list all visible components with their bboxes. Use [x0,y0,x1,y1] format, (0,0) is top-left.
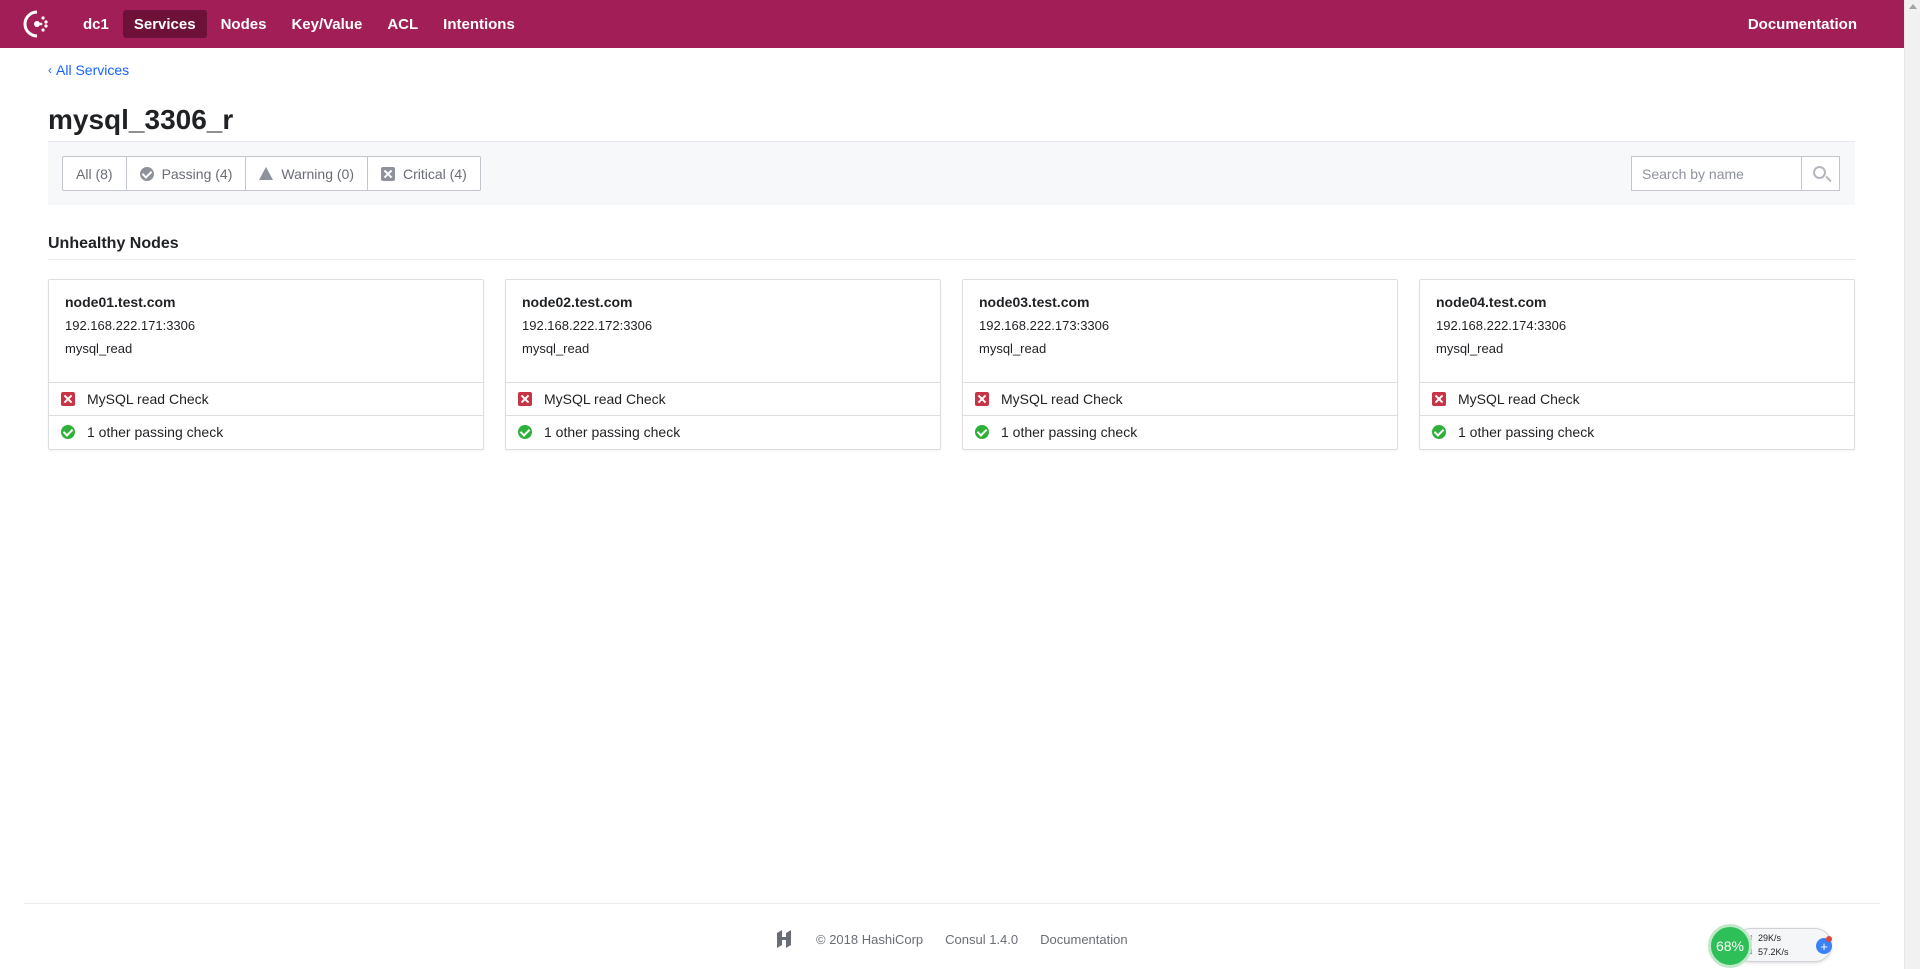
passing-check-row: 1 other passing check [506,415,940,447]
search-icon [1813,166,1826,179]
passing-check-icon [518,424,532,439]
upload-arrow-icon: ↑ [1749,932,1754,942]
filter-critical[interactable]: Critical (4) [368,157,480,190]
nav-nodes[interactable]: Nodes [220,15,267,33]
node-address: 192.168.222.172:3306 [522,318,653,333]
node-name: node01.test.com [65,294,176,310]
unhealthy-nodes-heading: Unhealthy Nodes [48,235,179,252]
node-address: 192.168.222.174:3306 [1436,318,1567,333]
filter-warning[interactable]: Warning (0) [246,157,368,190]
breadcrumb-all-services[interactable]: All Services [56,62,130,78]
node-name: node02.test.com [522,294,633,310]
node-address: 192.168.222.171:3306 [65,318,196,333]
critical-x-icon [381,166,395,181]
node-name: node03.test.com [979,294,1090,310]
critical-check-row: MySQL read Check [49,383,483,415]
top-navigation: dc1 Services Nodes Key/Value ACL Intenti… [0,0,1904,48]
passing-check-icon [975,424,989,439]
memory-usage-indicator[interactable]: 68% [1708,924,1752,968]
search-input[interactable] [1631,156,1801,191]
critical-x-icon [1432,392,1446,406]
footer-version[interactable]: Consul 1.4.0 [945,931,1019,947]
critical-check-label: MySQL read Check [544,391,666,407]
filter-passing-label: Passing (4) [161,165,233,182]
nav-intentions[interactable]: Intentions [443,15,515,33]
critical-x-icon [518,392,532,406]
warning-triangle-icon [259,167,274,180]
page-title: mysql_3306_r [48,104,234,135]
health-filter-group: All (8) Passing (4) Warning (0) Critical… [62,156,481,191]
network-speed-widget[interactable]: 68% ↑ 29K/s ↓ 57.2K/s + [1708,924,1834,968]
scroll-up-arrow-icon[interactable] [1909,4,1917,9]
section-divider [48,259,1855,260]
critical-check-row: MySQL read Check [963,383,1397,415]
node-card-header: node04.test.com 192.168.222.174:3306 mys… [1420,280,1854,383]
notification-dot-icon [1826,936,1832,942]
nav-documentation[interactable]: Documentation [1747,15,1857,33]
passing-check-icon [61,424,75,439]
passing-check-row: 1 other passing check [49,415,483,447]
node-card[interactable]: node01.test.com 192.168.222.171:3306 mys… [48,279,484,450]
node-card[interactable]: node03.test.com 192.168.222.173:3306 mys… [962,279,1398,450]
nav-datacenter[interactable]: dc1 [83,15,109,33]
filter-all[interactable]: All (8) [63,157,127,190]
passing-check-label: 1 other passing check [1001,423,1138,440]
critical-check-row: MySQL read Check [1420,383,1854,415]
passing-check-icon [139,166,154,181]
node-address: 192.168.222.173:3306 [979,318,1110,333]
hashicorp-logo-icon[interactable] [774,929,794,949]
passing-check-row: 1 other passing check [1420,415,1854,447]
critical-x-icon [975,392,989,406]
filter-bar: All (8) Passing (4) Warning (0) Critical… [48,141,1855,205]
add-icon[interactable]: + [1816,938,1832,954]
node-card[interactable]: node04.test.com 192.168.222.174:3306 mys… [1419,279,1855,450]
node-service: mysql_read [1436,341,1504,356]
critical-check-label: MySQL read Check [1001,391,1123,407]
nav-acl[interactable]: ACL [387,15,419,33]
critical-x-icon [61,392,75,406]
node-card-header: node01.test.com 192.168.222.171:3306 mys… [49,280,483,383]
footer-divider [24,903,1880,904]
node-service: mysql_read [65,341,133,356]
chevron-left-icon: ‹ [48,63,52,77]
passing-check-row: 1 other passing check [963,415,1397,447]
footer: © 2018 HashiCorp Consul 1.4.0 Documentat… [774,929,1128,949]
passing-check-label: 1 other passing check [87,423,224,440]
footer-documentation-link[interactable]: Documentation [1040,931,1128,947]
critical-check-label: MySQL read Check [1458,391,1580,407]
nav-services[interactable]: Services [122,10,207,38]
search-icon-handle [1825,175,1832,183]
search-button[interactable] [1801,156,1840,191]
filter-passing[interactable]: Passing (4) [127,157,247,190]
filter-warning-label: Warning (0) [281,165,354,182]
download-arrow-icon: ↓ [1749,946,1754,956]
filter-critical-label: Critical (4) [403,165,467,182]
passing-check-label: 1 other passing check [544,423,681,440]
upload-rate: 29K/s [1758,933,1782,943]
search-box [1631,156,1840,191]
critical-check-label: MySQL read Check [87,391,209,407]
passing-check-label: 1 other passing check [1458,423,1595,440]
node-card-header: node03.test.com 192.168.222.173:3306 mys… [963,280,1397,383]
node-card-header: node02.test.com 192.168.222.172:3306 mys… [506,280,940,383]
node-name: node04.test.com [1436,294,1547,310]
unhealthy-node-cards: node01.test.com 192.168.222.171:3306 mys… [48,279,1855,450]
node-card[interactable]: node02.test.com 192.168.222.172:3306 mys… [505,279,941,450]
footer-copyright: © 2018 HashiCorp [816,931,924,947]
node-service: mysql_read [979,341,1047,356]
nav-key-value[interactable]: Key/Value [291,15,363,33]
breadcrumb[interactable]: ‹ All Services [48,62,129,78]
passing-check-icon [1432,424,1446,439]
consul-logo-icon[interactable] [22,9,52,39]
vertical-scrollbar[interactable] [1904,0,1920,969]
download-rate: 57.2K/s [1758,947,1789,957]
filter-all-label: All (8) [76,165,113,182]
critical-check-row: MySQL read Check [506,383,940,415]
node-service: mysql_read [522,341,590,356]
